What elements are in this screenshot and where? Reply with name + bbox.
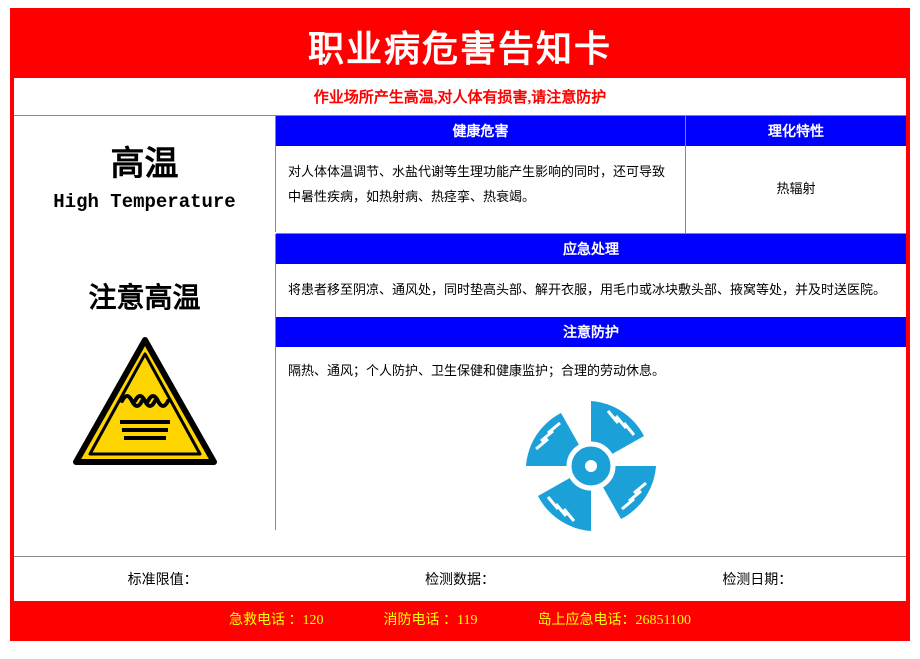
emergency-phone: 急救电话 ：120 <box>229 609 324 629</box>
warning-triangle-icon <box>70 334 220 469</box>
top-headers: 健康危害 理化特性 <box>276 116 906 146</box>
top-bodies: 对人体体温调节、水盐代谢等生理功能产生影响的同时，还可导致中暑性疾病，如热射病、… <box>276 146 906 234</box>
health-body: 对人体体温调节、水盐代谢等生理功能产生影响的同时，还可导致中暑性疾病，如热射病、… <box>276 146 686 234</box>
fire-phone: 消防电话 ：119 <box>384 609 478 629</box>
top-row: 高温 High Temperature 健康危害 理化特性 对人体体温调节、水盐… <box>14 116 906 234</box>
caution-label: 注意高温 <box>88 276 200 316</box>
island-phone: 岛上应急电话：26851100 <box>538 609 691 629</box>
fan-icon-wrap <box>516 391 666 550</box>
hazard-name-cn: 高温 <box>111 136 179 185</box>
limits-row: 标准限值： 检测数据： 检测日期： <box>14 556 906 601</box>
hazard-card: 职业病危害告知卡 作业场所产生高温,对人体有损害,请注意防护 高温 High T… <box>10 8 910 641</box>
caution-cell: 注意高温 <box>14 234 276 530</box>
detection-data-label: 检测数据： <box>311 569 608 589</box>
footer: 急救电话 ：120 消防电话 ：119 岛上应急电话：26851100 <box>14 601 906 637</box>
protection-header: 注意防护 <box>276 317 906 347</box>
protection-body: 隔热、通风；个人防护、卫生保健和健康监护；合理的劳动休息。 <box>288 359 894 384</box>
standard-limit-label: 标准限值： <box>14 569 311 589</box>
detection-date-label: 检测日期： <box>609 569 906 589</box>
card-title: 职业病危害告知卡 <box>14 12 906 78</box>
top-right: 健康危害 理化特性 对人体体温调节、水盐代谢等生理功能产生影响的同时，还可导致中… <box>276 116 906 234</box>
card-subtitle: 作业场所产生高温,对人体有损害,请注意防护 <box>14 78 906 116</box>
emergency-header: 应急处理 <box>276 234 906 264</box>
emergency-body: 将患者移至阴凉、通风处，同时垫高头部、解开衣服，用毛巾或冰块敷头部、掖窝等处，并… <box>276 264 906 317</box>
protection-body-wrap: 隔热、通风；个人防护、卫生保健和健康监护；合理的劳动休息。 <box>276 347 906 556</box>
fan-icon <box>516 391 666 541</box>
health-header: 健康危害 <box>276 116 686 146</box>
properties-header: 理化特性 <box>686 116 906 146</box>
hazard-name-en: High Temperature <box>53 191 235 213</box>
mid-right: 应急处理 将患者移至阴凉、通风处，同时垫高头部、解开衣服，用毛巾或冰块敷头部、掖… <box>276 234 906 556</box>
hazard-name-cell: 高温 High Temperature <box>14 116 276 232</box>
mid-row: 注意高温 应急处理 将患者移至阴凉、通风处，同时垫高头部、解开衣服，用毛巾或冰块… <box>14 234 906 556</box>
properties-body: 热辐射 <box>686 146 906 234</box>
